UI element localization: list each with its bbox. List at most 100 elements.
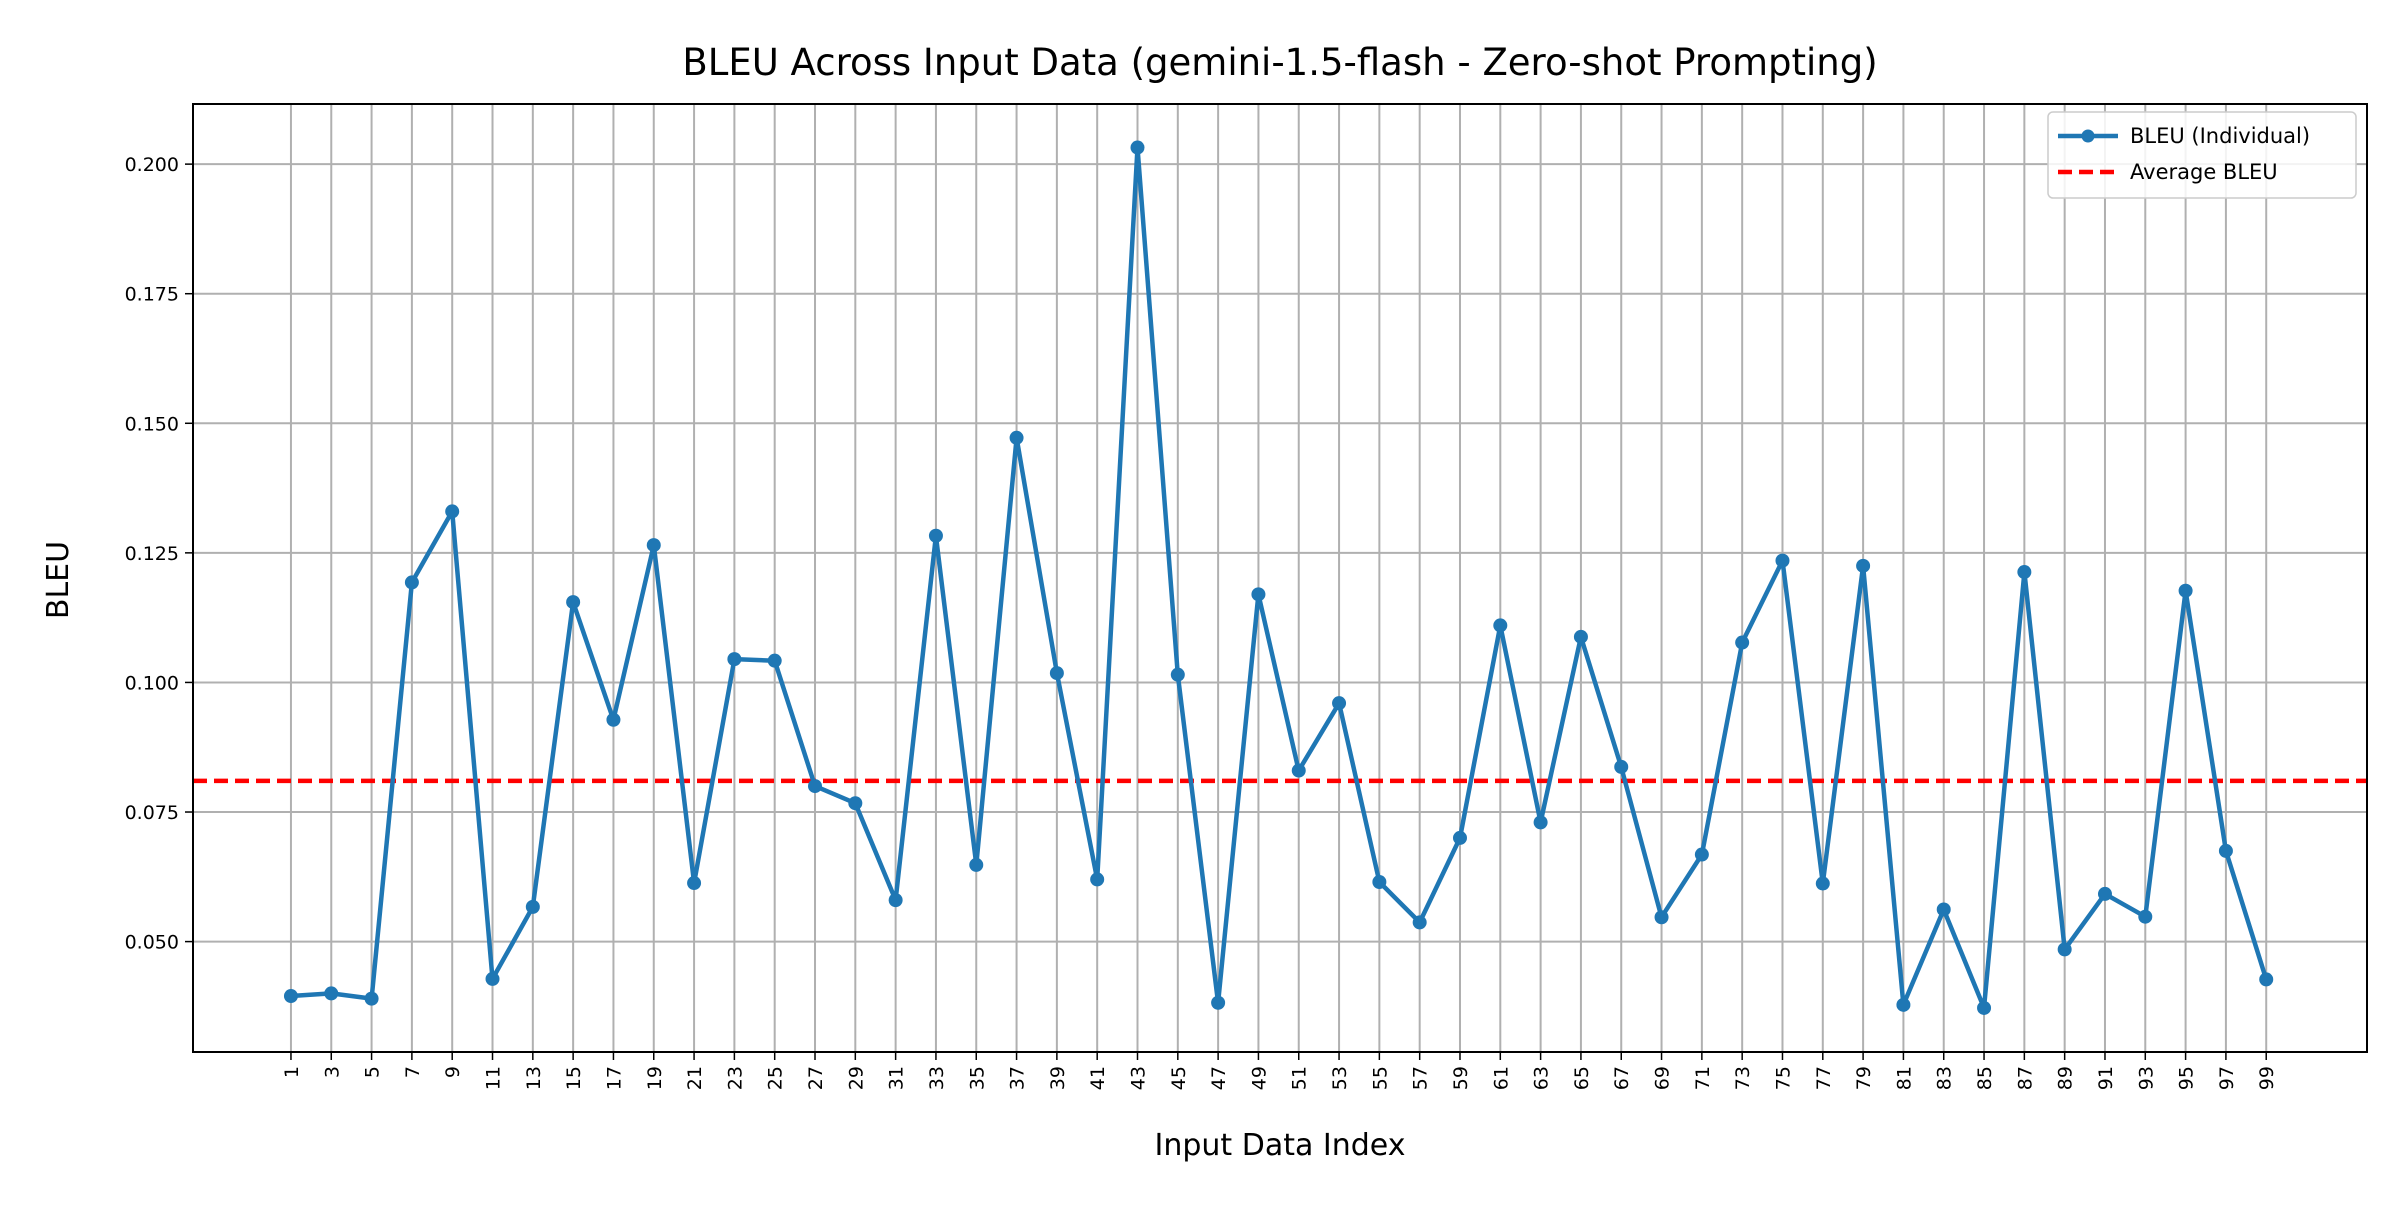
data-point <box>283 989 298 1004</box>
data-point <box>2138 909 2153 924</box>
x-tick-label: 53 <box>1329 1066 1351 1090</box>
data-point <box>1291 763 1306 778</box>
x-tick-label: 49 <box>1248 1066 1270 1090</box>
y-axis-ticks: 0.050 0.075 0.100 0.125 0.150 0.175 0.200 <box>125 154 193 954</box>
data-point <box>1372 874 1387 889</box>
series-layer <box>283 140 2274 1015</box>
x-tick-label: 75 <box>1772 1066 1794 1090</box>
data-point <box>1493 618 1508 633</box>
grid <box>193 104 2367 1052</box>
data-point <box>1573 629 1588 644</box>
x-tick-label: 87 <box>2014 1066 2036 1090</box>
x-axis-ticks: 1 3 5 7 9 11 13 15 17 19 21 23 25 27 29 31 33 35 37 39 41 43 4… <box>281 1052 2278 1090</box>
data-point <box>1332 696 1347 711</box>
x-tick-label: 37 <box>1007 1066 1029 1090</box>
x-tick-label: 5 <box>362 1066 384 1078</box>
chart-title: BLEU Across Input Data (gemini-1.5-flash… <box>682 41 1877 84</box>
x-tick-label: 93 <box>2135 1066 2157 1090</box>
data-point <box>2218 843 2233 858</box>
data-point <box>1815 876 1830 891</box>
data-point <box>1735 635 1750 650</box>
data-point <box>848 796 863 811</box>
x-tick-label: 67 <box>1611 1066 1633 1090</box>
data-point <box>767 653 782 668</box>
legend-label-average: Average BLEU <box>2130 160 2278 184</box>
x-tick-label: 7 <box>402 1066 424 1078</box>
data-point <box>1694 847 1709 862</box>
data-point <box>1533 815 1548 830</box>
data-point <box>566 595 581 610</box>
x-tick-label: 95 <box>2176 1066 2198 1090</box>
x-tick-label: 11 <box>483 1066 505 1090</box>
data-point <box>646 538 661 553</box>
y-tick-label: 0.075 <box>125 802 179 824</box>
x-tick-label: 25 <box>765 1066 787 1090</box>
x-tick-label: 99 <box>2256 1066 2278 1090</box>
data-point <box>1130 140 1145 155</box>
legend-label-individual: BLEU (Individual) <box>2130 124 2310 148</box>
x-tick-label: 45 <box>1168 1066 1190 1090</box>
x-tick-label: 71 <box>1692 1066 1714 1090</box>
data-point <box>1936 902 1951 917</box>
x-tick-label: 89 <box>2055 1066 2077 1090</box>
x-tick-label: 55 <box>1369 1066 1391 1090</box>
data-point <box>324 986 339 1001</box>
x-tick-label: 73 <box>1732 1066 1754 1090</box>
y-tick-label: 0.150 <box>125 413 179 435</box>
x-tick-label: 61 <box>1490 1066 1512 1090</box>
data-point <box>1977 1000 1992 1015</box>
data-point <box>1896 997 1911 1012</box>
x-tick-label: 65 <box>1571 1066 1593 1090</box>
x-tick-label: 33 <box>926 1066 948 1090</box>
data-point <box>1090 872 1105 887</box>
x-tick-label: 59 <box>1450 1066 1472 1090</box>
data-point <box>1170 667 1185 682</box>
data-point <box>808 779 823 794</box>
x-tick-label: 91 <box>2095 1066 2117 1090</box>
x-tick-label: 77 <box>1813 1066 1835 1090</box>
y-tick-label: 0.100 <box>125 672 179 694</box>
legend: BLEU (Individual) Average BLEU <box>2047 111 2357 199</box>
y-tick-label: 0.050 <box>125 932 179 954</box>
x-tick-label: 21 <box>684 1066 706 1090</box>
data-point <box>485 971 500 986</box>
x-tick-label: 19 <box>644 1066 666 1090</box>
x-tick-label: 39 <box>1047 1066 1069 1090</box>
x-tick-label: 13 <box>523 1066 545 1090</box>
data-point <box>1049 666 1064 681</box>
plot-frame <box>192 103 2368 1053</box>
data-point <box>1856 558 1871 573</box>
data-point <box>888 893 903 908</box>
x-tick-label: 85 <box>1974 1066 1996 1090</box>
legend-box <box>2047 111 2357 199</box>
y-tick-label: 0.125 <box>125 543 179 565</box>
data-point <box>606 712 621 727</box>
bleu-individual-line <box>288 145 2269 1011</box>
data-point <box>364 991 379 1006</box>
data-point <box>687 876 702 891</box>
x-tick-label: 15 <box>563 1066 585 1090</box>
data-point <box>2178 583 2193 598</box>
x-tick-label: 1 <box>281 1066 303 1078</box>
y-axis-label: BLEU <box>41 541 76 619</box>
x-tick-label: 83 <box>1934 1066 1956 1090</box>
data-point <box>404 575 419 590</box>
data-point <box>1251 587 1266 602</box>
x-tick-label: 97 <box>2216 1066 2238 1090</box>
data-point <box>1654 910 1669 925</box>
x-tick-label: 69 <box>1652 1066 1674 1090</box>
data-point <box>2097 886 2112 901</box>
x-tick-label: 17 <box>603 1066 625 1090</box>
x-tick-label: 47 <box>1208 1066 1230 1090</box>
x-tick-label: 29 <box>845 1066 867 1090</box>
data-point <box>525 899 540 914</box>
x-tick-label: 31 <box>886 1066 908 1090</box>
x-tick-label: 41 <box>1087 1066 1109 1090</box>
x-tick-label: 51 <box>1289 1066 1311 1090</box>
data-point <box>1412 915 1427 930</box>
x-tick-label: 43 <box>1127 1066 1149 1090</box>
x-tick-label: 63 <box>1531 1066 1553 1090</box>
data-point <box>2259 972 2274 987</box>
